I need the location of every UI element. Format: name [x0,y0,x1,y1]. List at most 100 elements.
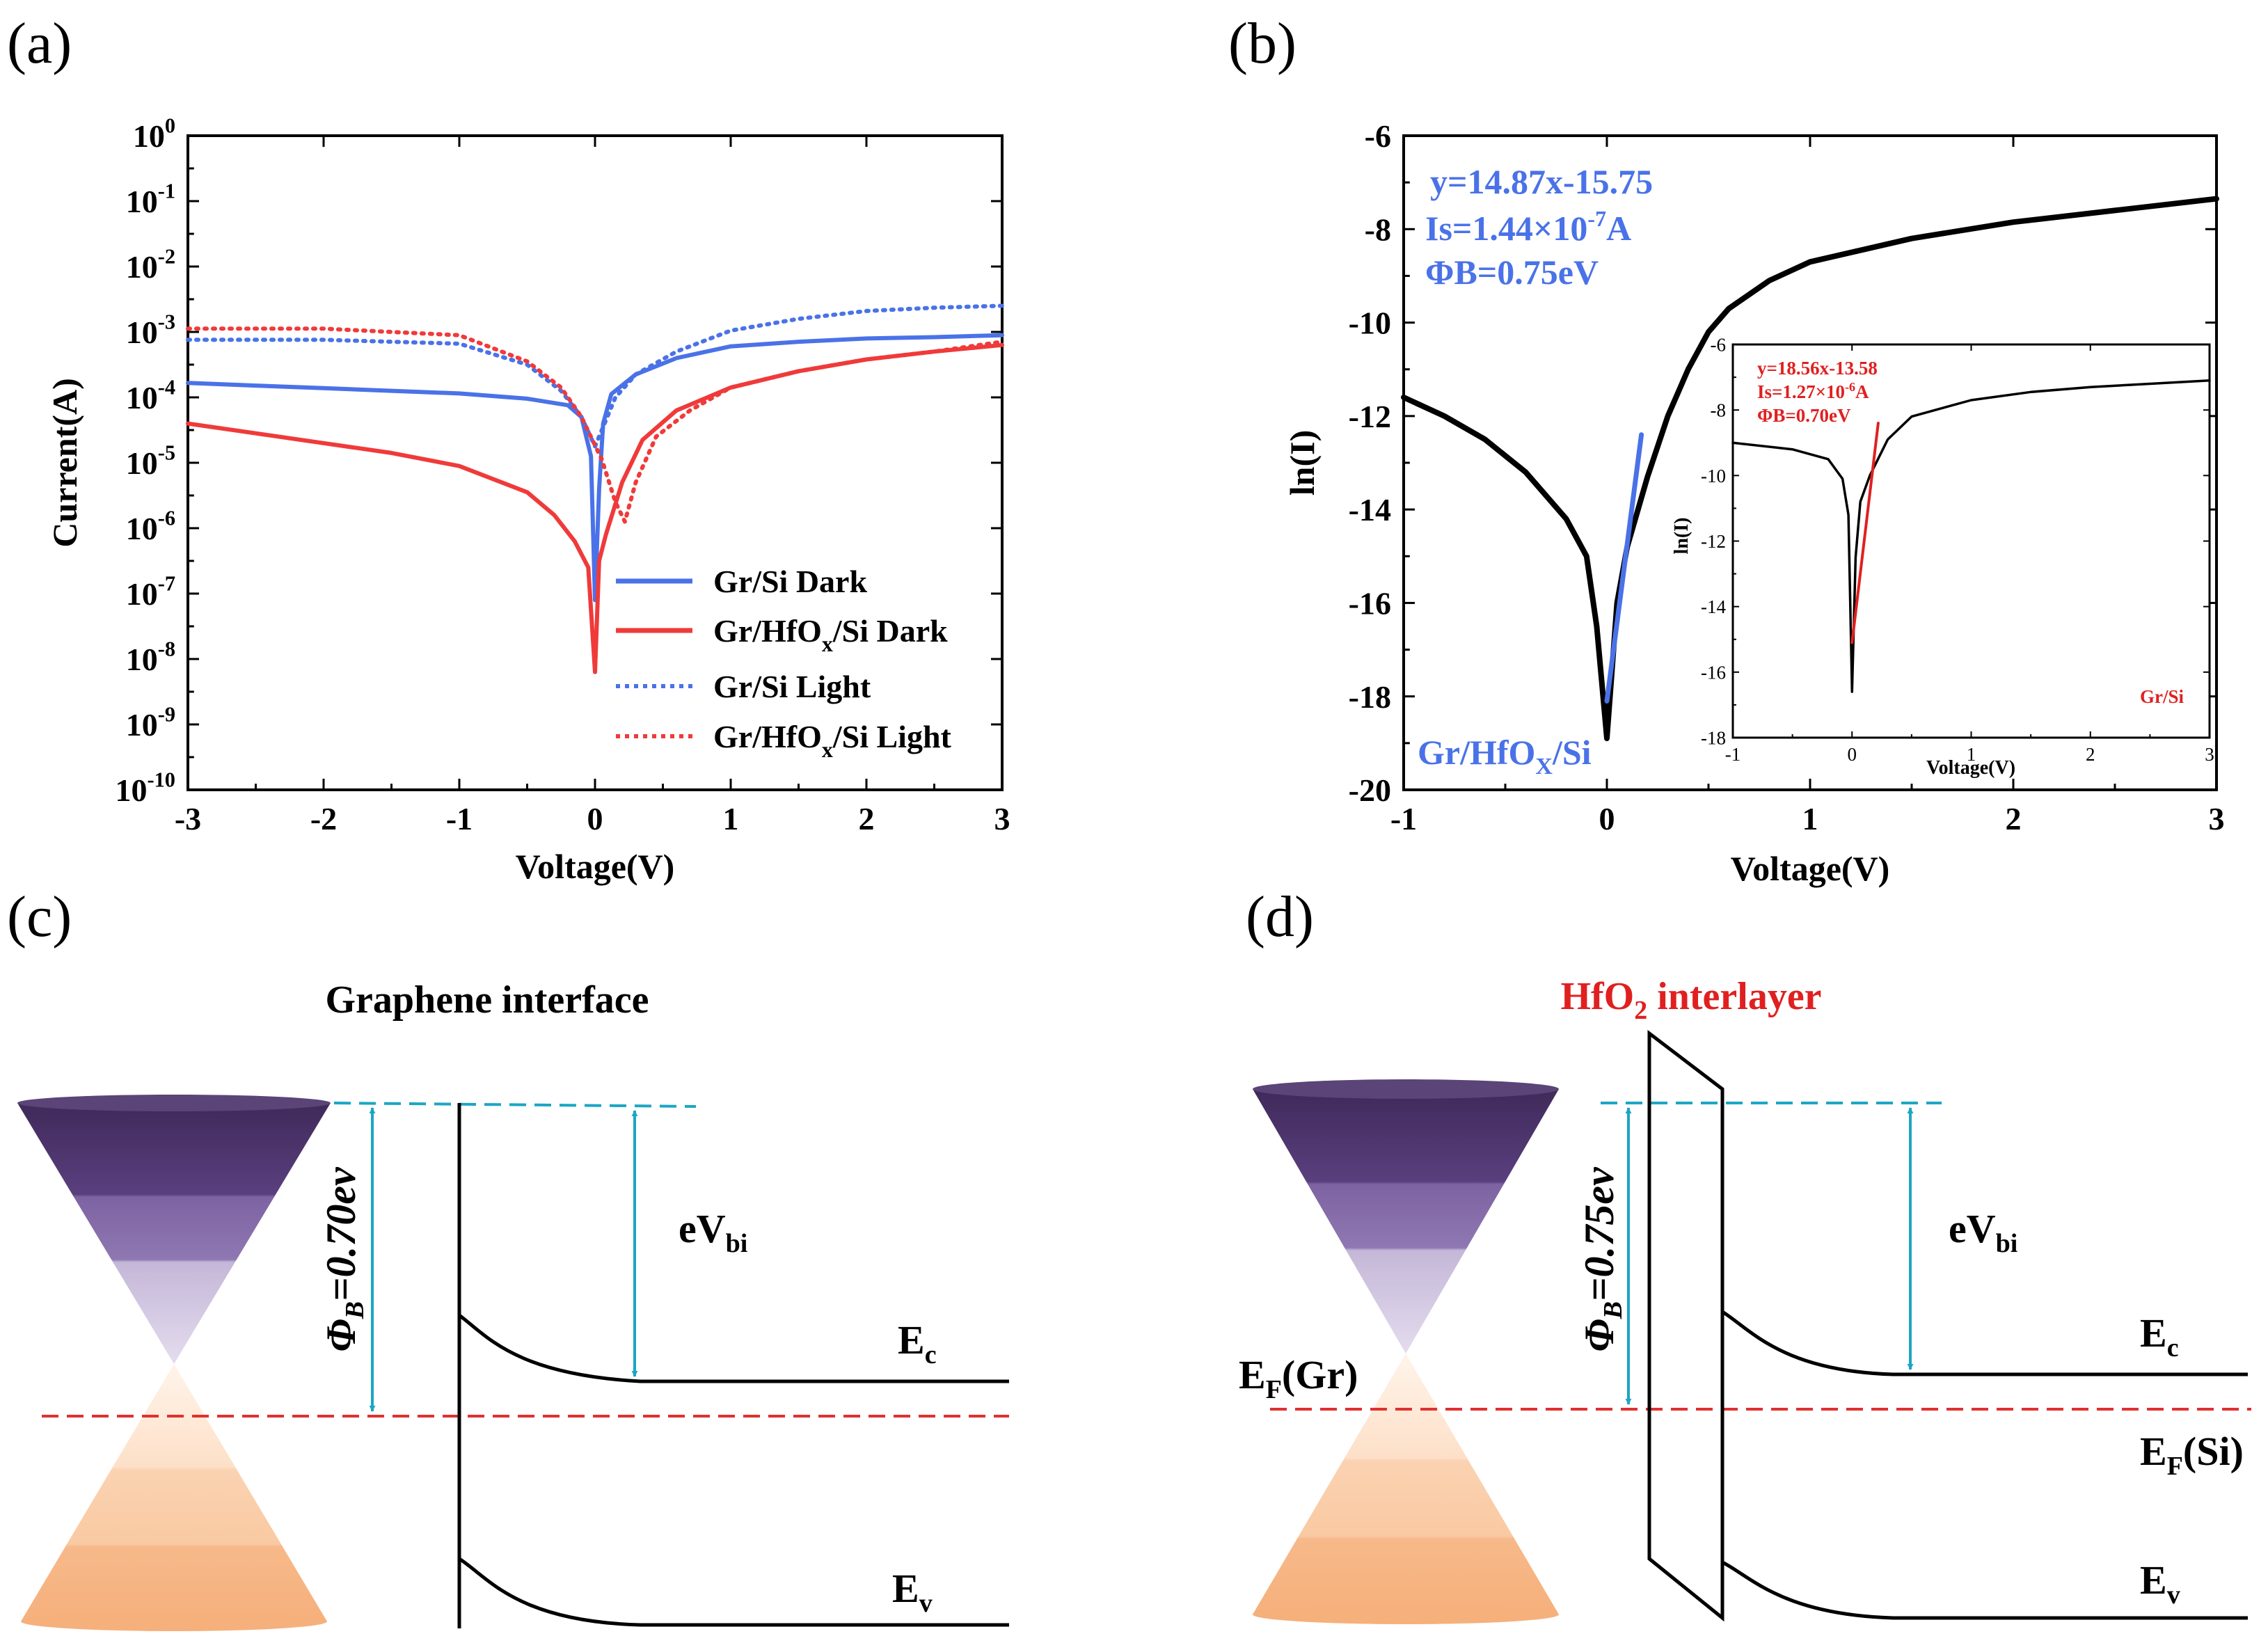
plot-a-frame [187,134,1004,791]
x-tick-label: 3 [2205,744,2214,765]
ef-gr-label: EF(Gr) [1239,1352,1358,1404]
cone-bottom-c [21,1612,327,1631]
y-tick-label: -16 [1701,662,1726,683]
x-tick-label: 1 [1967,744,1976,765]
fit-phib-b: ΦB=0.75eV [1425,253,1599,292]
x-tick-label: -1 [446,801,473,836]
series-b [1401,196,2219,742]
phi-label-c: ΦB=0.70ev [318,1166,370,1352]
x-axis-label-b: Voltage(V) [1731,849,1890,888]
inset-frame [1731,343,2211,739]
y-ticks-a: 10-10 10-9 10-8 10-7 10-6 10-5 10-4 10-3 10-2 10-… [116,113,1002,808]
cone-lower-c [21,1364,327,1621]
conduction-band-d [1721,1310,2248,1376]
y-tick-label: -18 [1349,679,1391,715]
y-tick-label: -20 [1349,772,1391,808]
inset-fit-phib: ΦB=0.70eV [1757,405,1851,426]
panel-c: (c) Graphene interface ΦB=0.70ev eVbi Ec… [7,884,1009,1631]
x-tick-label: -3 [175,801,201,836]
inset-x-ticks: -1 0 1 2 3 [1725,344,2214,765]
y-tick-label: 10-4 [126,375,175,415]
inset-y-ticks: -18 -16 -14 -12 -10 -8 -6 [1701,334,2210,748]
y-tick-label: -10 [1349,305,1391,341]
panel-b: (b) -20-18-16-14-12-10-8-6 -1 0 1 2 3 Voltag… [1228,11,2225,888]
dirac-cone-d [1253,1079,1559,1624]
y-tick-label: 10-3 [126,310,175,350]
valence-band-c [458,1557,1009,1627]
vacuum-level-c [333,1102,697,1108]
fit-equation-b: y=14.87x-15.75 [1430,162,1653,201]
hfo2-barrier [1647,1029,1724,1622]
cone-top-c [17,1095,331,1111]
legend-a: Gr/Si Dark Gr/HfOx/Si Dark Gr/Si Light G… [616,564,952,762]
series-line-linear-fit [1850,422,1880,644]
inset-b: -18-16-14-12-10-8-6 -1 0 1 2 3 Voltage(V) ln… [1671,334,2214,779]
y-tick-label: -10 [1701,466,1726,486]
x-tick-label: 1 [1802,801,1818,836]
x-axis-label-a: Voltage(V) [516,847,675,886]
inset-fit-annotation: y=18.56x-13.58 Is=1.27×10-6A ΦB=0.70eV [1757,358,1878,426]
x-tick-label: -1 [1725,744,1741,765]
dirac-cone-c [17,1095,331,1631]
inset-x-axis-label: Voltage(V) [1926,757,2015,779]
legend-gr-hfox-si-dark: Gr/HfOx/Si Dark [713,613,948,656]
panel-label-c: (c) [7,884,72,949]
ec-label-c: Ec [898,1317,937,1370]
panel-label-b: (b) [1228,11,1296,76]
x-tick-label: -1 [1390,801,1417,836]
x-tick-label: 3 [994,801,1010,836]
y-tick-label: -14 [1349,492,1391,527]
y-tick-label: 10-1 [126,179,175,219]
y-tick-label: -14 [1701,596,1726,617]
x-tick-label: 2 [2006,801,2022,836]
ev-label-c: Ev [892,1566,933,1618]
inset-series [1731,379,2211,693]
series-line-gr-hfox-si-light [186,326,1004,524]
inset-fit-equation: y=18.56x-13.58 [1757,358,1878,379]
inset-y-axis-label: ln(I) [1671,518,1692,555]
x-ticks-b: -1 0 1 2 3 [1390,136,2225,836]
series-a [186,303,1004,674]
cone-upper-c [17,1103,331,1364]
phi-label-d: ΦB=0.75ev [1576,1166,1628,1352]
legend-gr-hfox-si-light: Gr/HfOx/Si Light [713,719,952,762]
device-label-b: Gr/HfOX/Si [1418,733,1592,779]
series-line-gr-si-light [186,303,1004,449]
y-tick-label: 10-10 [116,768,175,808]
series-line-gr-hfox-si [1401,196,2219,742]
ef-si-label: EF(Si) [2140,1429,2244,1481]
panel-d: (d) HfO2 interlayer ΦB=0.75ev eVbi Ec Ev… [1239,884,2251,1624]
cone-bottom-d [1253,1605,1559,1624]
y-tick-label: -12 [1701,531,1726,552]
y-tick-label: -16 [1349,586,1391,621]
panel-a: (a) 10-1010-910-810-710-610-510-410-310-… [7,11,1010,886]
x-tick-label: 2 [859,801,875,836]
diagram-d-title: HfO2 interlayer [1560,975,1821,1025]
y-tick-label: 100 [133,113,175,154]
conduction-band-c [458,1314,1009,1383]
evbi-label-c: eVbi [679,1206,747,1258]
y-tick-label: -18 [1701,727,1726,748]
x-tick-label: 0 [587,801,603,836]
series-line-gr-si [1731,379,2211,693]
ec-label-d: Ec [2140,1310,2179,1363]
y-tick-label: -6 [1711,334,1727,355]
ev-label-d: Ev [2140,1557,2180,1610]
diagram-c-title: Graphene interface [326,978,649,1022]
x-tick-label: 2 [2086,744,2095,765]
cone-upper-d [1253,1089,1559,1354]
fit-annotation-b: y=14.87x-15.75 Is=1.44×10-7A ΦB=0.75eV [1425,162,1653,292]
x-ticks-a: -3 -2 -1 0 1 2 3 [175,136,1010,836]
x-tick-label: 0 [1848,744,1857,765]
valence-band-d [1721,1560,2248,1620]
y-ticks-b: -20-18-16-14-12-10-8-6 [1349,118,2217,808]
y-tick-label: -8 [1365,212,1391,247]
series-line-gr-si-dark [186,333,1004,603]
y-tick-label: -6 [1365,118,1391,154]
y-tick-label: 10-6 [126,506,175,546]
y-tick-label: 10-9 [126,702,175,743]
cone-top-d [1253,1079,1559,1099]
legend-gr-si-light: Gr/Si Light [713,669,871,704]
fit-is-b: Is=1.44×10-7A [1425,206,1631,248]
